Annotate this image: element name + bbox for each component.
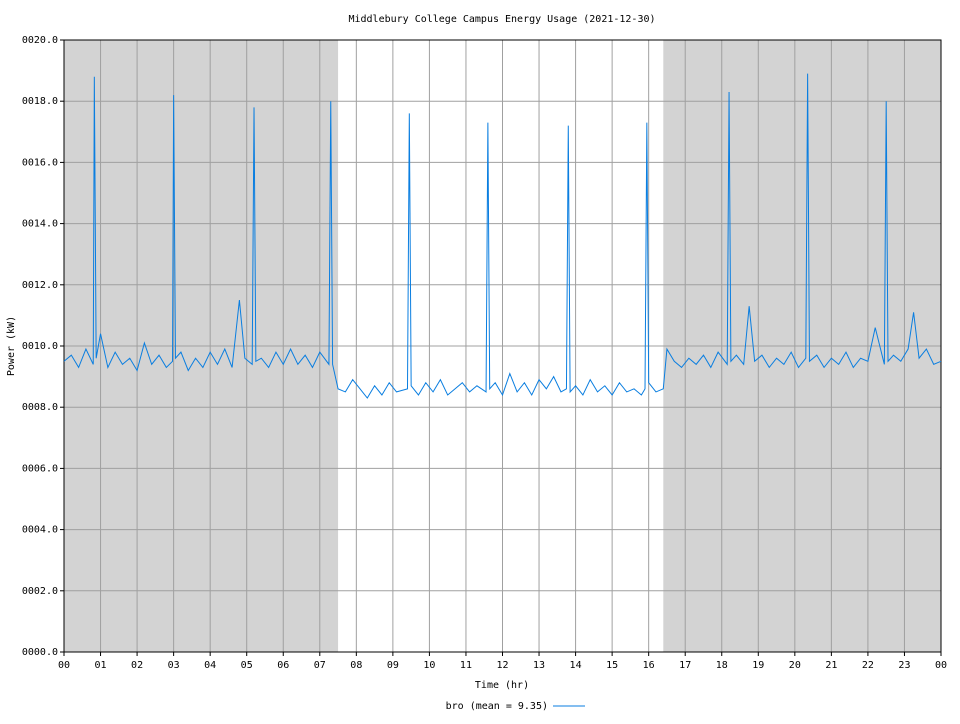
x-tick-label: 10	[423, 660, 435, 671]
y-tick-label: 0020.0	[22, 35, 58, 46]
x-tick-label: 00	[58, 660, 70, 671]
y-tick-label: 0002.0	[22, 586, 58, 597]
x-tick-label: 21	[825, 660, 837, 671]
y-tick-label: 0012.0	[22, 280, 58, 291]
x-tick-label: 11	[460, 660, 472, 671]
x-tick-label: 22	[862, 660, 874, 671]
x-tick-label: 07	[314, 660, 326, 671]
x-tick-label: 13	[533, 660, 545, 671]
legend-label: bro (mean = 9.35)	[446, 701, 548, 712]
x-tick-label: 05	[241, 660, 253, 671]
x-tick-label: 01	[95, 660, 107, 671]
x-tick-label: 18	[716, 660, 728, 671]
x-tick-label: 20	[789, 660, 801, 671]
x-tick-label: 14	[570, 660, 582, 671]
x-tick-label: 19	[752, 660, 764, 671]
x-tick-label: 04	[204, 660, 216, 671]
x-tick-label: 00	[935, 660, 947, 671]
x-tick-label: 15	[606, 660, 618, 671]
y-tick-label: 0016.0	[22, 157, 58, 168]
x-tick-label: 12	[496, 660, 508, 671]
y-axis-label: Power (kW)	[6, 316, 17, 376]
x-tick-label: 08	[350, 660, 362, 671]
y-tick-label: 0010.0	[22, 341, 58, 352]
y-tick-label: 0014.0	[22, 219, 58, 230]
y-tick-label: 0006.0	[22, 463, 58, 474]
x-tick-label: 23	[898, 660, 910, 671]
y-tick-label: 0004.0	[22, 525, 58, 536]
y-tick-label: 0008.0	[22, 402, 58, 413]
data-line	[63, 73, 942, 399]
y-tick-label: 0000.0	[22, 647, 58, 658]
x-tick-label: 09	[387, 660, 399, 671]
x-axis-label: Time (hr)	[475, 680, 529, 691]
x-tick-label: 06	[277, 660, 289, 671]
x-tick-label: 16	[643, 660, 655, 671]
x-tick-label: 17	[679, 660, 691, 671]
y-tick-label: 0018.0	[22, 96, 58, 107]
plot-frame	[63, 39, 942, 653]
x-tick-label: 03	[168, 660, 180, 671]
x-tick-label: 02	[131, 660, 143, 671]
chart-title: Middlebury College Campus Energy Usage (…	[348, 14, 655, 25]
